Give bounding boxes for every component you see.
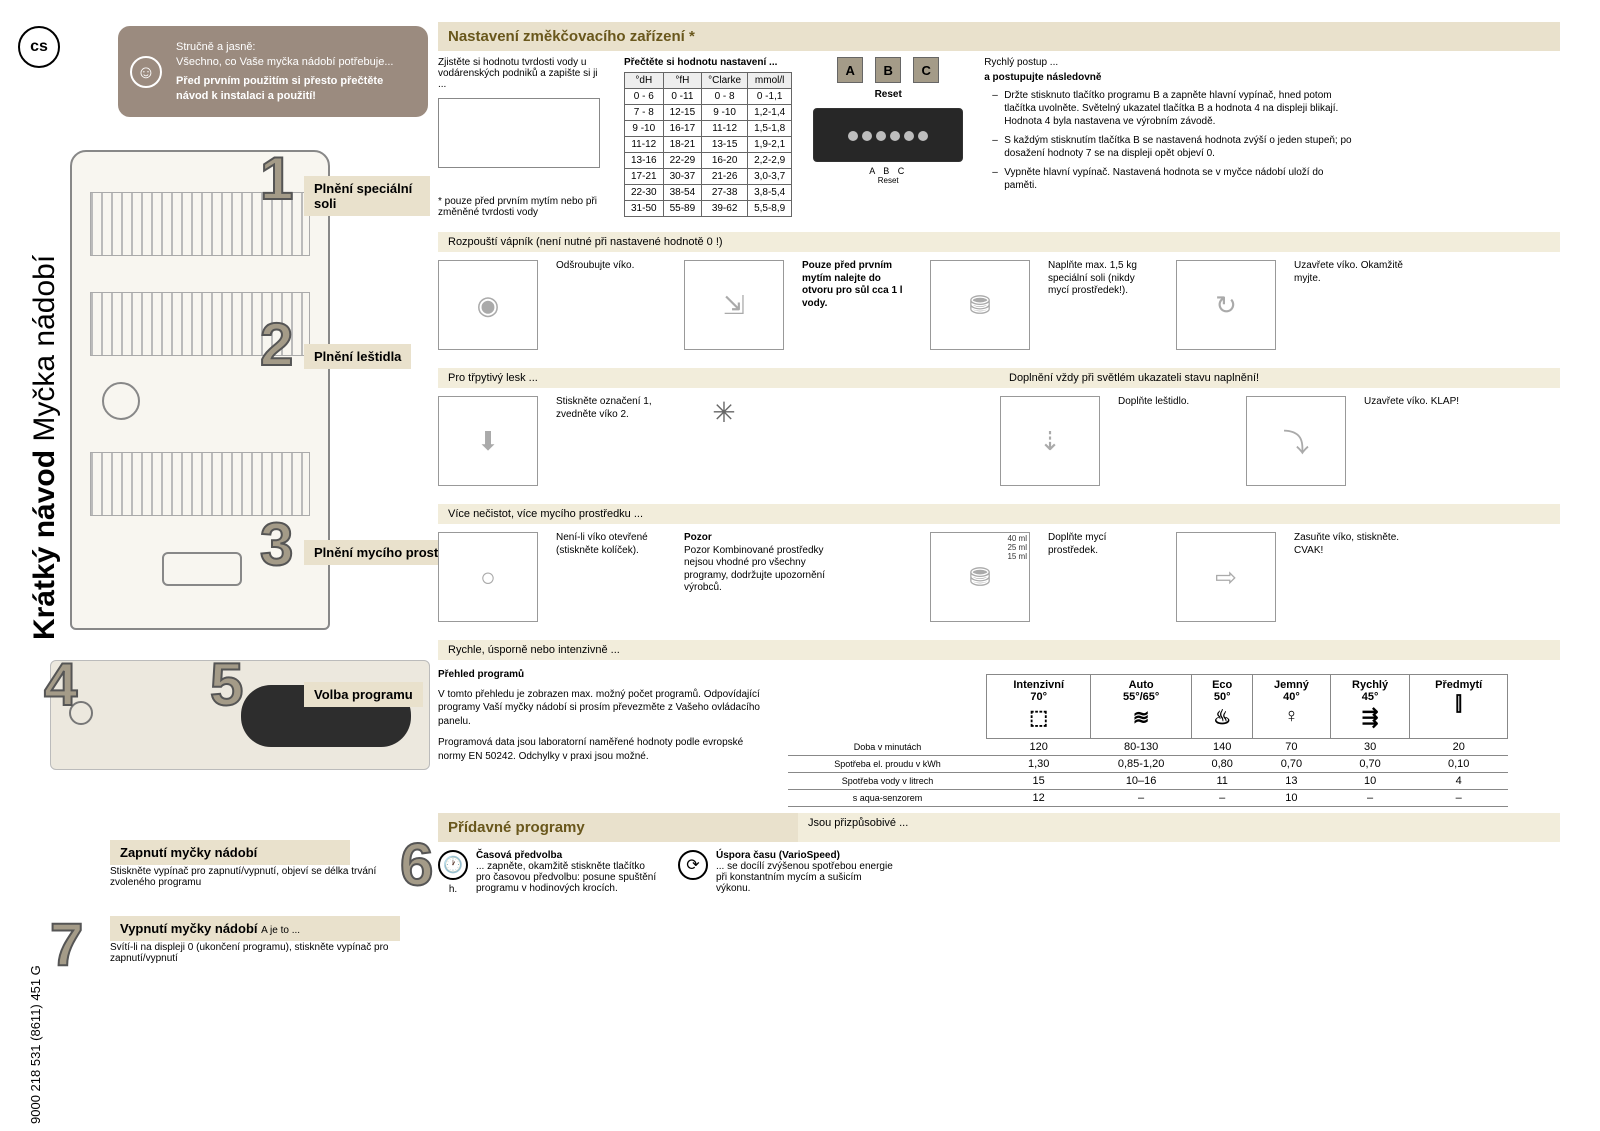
panel-mock [813,108,963,162]
quick-procedure: Rychlý postup ... a postupujte následovn… [984,57,1354,218]
addl-variospeed: ⟳ Úspora času (VarioSpeed) ... se docílí… [678,850,898,894]
step6-row: Přídavné programy Jsou přizpůsobivé ... … [438,813,1560,895]
step-label-1: Plnění speciální soli [304,176,430,216]
step5-row: Rychle, úsporně nebo intenzivně ... Přeh… [438,640,1560,807]
step1-row: Rozpouští vápník (není nutné při nastave… [438,232,1560,362]
softener-section: Nastavení změkčovacího zařízení * Zjistě… [438,22,1560,224]
step3-row: Více nečistot, více mycího prostředku ..… [438,504,1560,634]
hardness-table-wrap: Přečtěte si hodnotu nastavení ... °dH°fH… [624,57,792,218]
step4-text: Stiskněte vypínač pro zapnutí/vypnutí, o… [110,866,410,888]
program-overview-text: Přehled programů V tomto přehledu je zob… [438,668,768,763]
smiley-icon: ☺ [130,56,162,88]
reset-button-c: C [913,57,939,83]
step-number-5: 5 [210,650,243,719]
step-number-1: 1 [260,144,293,213]
det-pic-2: 40 ml25 ml15 ml ⛃ [930,532,1030,622]
rinse-pic-3: ⤵ [1246,396,1346,486]
reset-column: ABC Reset A B C Reset [808,57,968,218]
reset-button-a: A [837,57,863,83]
step-number-2: 2 [260,310,293,379]
step-number-3: 3 [260,510,293,579]
speed-icon: ⟳ [678,850,708,880]
step-label-4: Zapnutí myčky nádobí [110,840,350,865]
det-pic-1: ○ [438,532,538,622]
step7-text: Svítí-li na displeji 0 (ukončení program… [110,942,410,964]
programs-table: Intenzivní70°⬚Auto55°/65°≋Eco50°♨Jemný40… [788,674,1508,807]
document-code: 9000 218 531 (8611) 451 G [28,965,43,1124]
rinse-pic-1: ⬇ [438,396,538,486]
reset-button-b: B [875,57,901,83]
side-title: Krátký návod Myčka nádobí [28,548,62,640]
softener-title: Nastavení změkčovacího zařízení * [438,22,1560,51]
addl-timer: 🕐 h. Časová předvolba ... zapněte, okamž… [438,850,658,895]
step-label-7: Vypnutí myčky nádobí A je to ... [110,916,400,941]
step-number-4: 4 [44,650,77,719]
det-pic-3: ⇨ [1176,532,1276,622]
salt-pic-2: ⇲ [684,260,784,350]
step2-row: Pro třpytivý lesk ... Doplnění vždy při … [438,368,1560,498]
left-steps: 1 Plnění speciální soli 2 Plnění leštidl… [60,150,430,630]
step-label-2: Plnění leštidla [304,344,411,369]
softener-note: Zjistěte si hodnotu tvrdosti vody u vodá… [438,57,608,218]
step-number-6: 6 [400,830,433,899]
rinse-pic-2: ⇣ [1000,396,1100,486]
salt-pic-4: ↻ [1176,260,1276,350]
hardness-table: °dH°fH°Clarkemmol/l 0 - 60 -110 - 80 -1,… [624,72,792,217]
salt-pic-1: ◉ [438,260,538,350]
step-number-7: 7 [50,910,83,979]
step-label-5: Volba programu [304,682,423,707]
clock-icon: 🕐 [438,850,468,880]
intro-box: ☺ Stručně a jasně: Všechno, co Vaše myčk… [118,26,428,117]
salt-pic-3: ⛃ [930,260,1030,350]
water-hardness-input-box [438,98,600,168]
sparkle-icon: ✳ [684,396,764,429]
